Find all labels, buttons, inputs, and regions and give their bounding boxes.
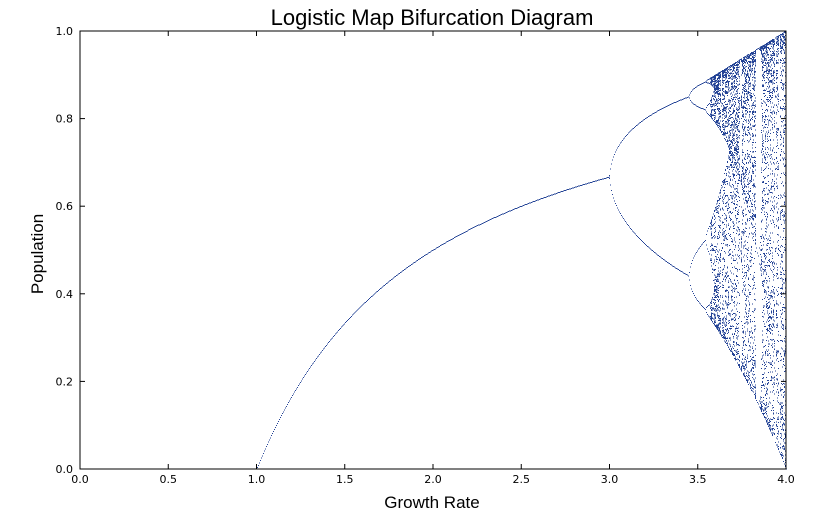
- x-tick-label: 2.0: [424, 473, 442, 486]
- x-axis: 0.0 0.5 1.0 1.5 2.0 2.5 3.0 3.5 4.0: [71, 31, 795, 486]
- plot-area: [80, 30, 787, 470]
- bifurcation-points: [80, 30, 787, 470]
- y-tick-label: 1.0: [56, 25, 74, 38]
- y-axis-label: Population: [28, 214, 47, 294]
- y-tick-label: 0.4: [56, 288, 74, 301]
- y-tick-label: 0.8: [56, 113, 74, 126]
- y-tick-label: 0.2: [56, 375, 74, 388]
- x-tick-label: 4.0: [777, 473, 795, 486]
- chart-title: Logistic Map Bifurcation Diagram: [271, 5, 594, 30]
- x-tick-label: 0.0: [71, 473, 89, 486]
- x-axis-label: Growth Rate: [384, 493, 479, 512]
- x-tick-label: 3.5: [689, 473, 707, 486]
- y-tick-label: 0.6: [56, 200, 74, 213]
- x-tick-label: 0.5: [160, 473, 178, 486]
- y-axis: 0.0 0.2 0.4 0.6 0.8 1.0: [56, 25, 786, 476]
- x-tick-label: 2.5: [513, 473, 531, 486]
- x-tick-label: 1.0: [248, 473, 266, 486]
- y-tick-label: 0.0: [56, 463, 74, 476]
- x-tick-label: 3.0: [601, 473, 619, 486]
- x-tick-label: 1.5: [336, 473, 354, 486]
